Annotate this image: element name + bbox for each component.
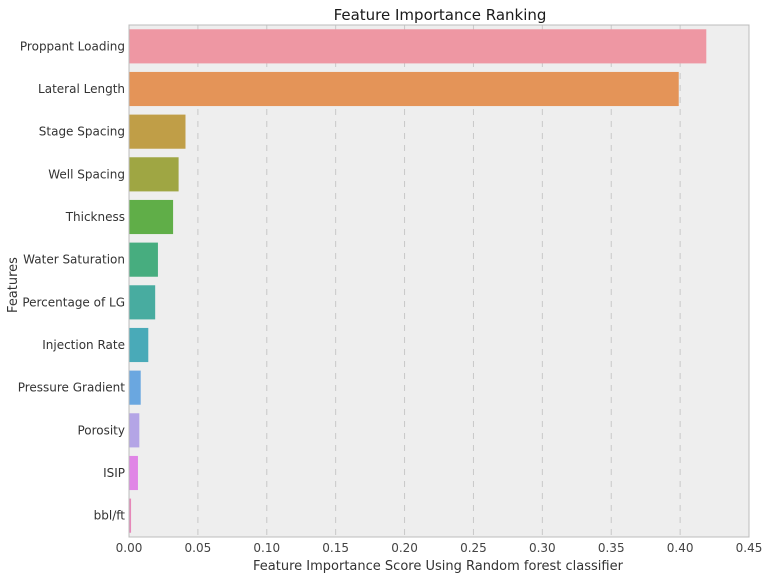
x-tick-label: 0.00 xyxy=(116,541,143,555)
chart-title: Feature Importance Ranking xyxy=(334,6,547,24)
x-axis-label: Feature Importance Score Using Random fo… xyxy=(253,559,624,574)
category-label: Percentage of LG xyxy=(22,295,125,309)
x-tick-label: 0.25 xyxy=(460,541,487,555)
category-label: Thickness xyxy=(65,210,125,224)
category-label: Stage Spacing xyxy=(39,125,125,139)
category-label: ISIP xyxy=(103,466,125,480)
plot-background xyxy=(129,25,749,537)
bar xyxy=(129,413,140,448)
x-tick-label: 0.40 xyxy=(667,541,694,555)
x-tick-label: 0.20 xyxy=(391,541,418,555)
category-label: Proppant Loading xyxy=(20,39,125,53)
category-label: Water Saturation xyxy=(23,253,125,267)
bar xyxy=(129,29,707,64)
bars xyxy=(129,29,707,533)
bar xyxy=(129,370,141,405)
x-tick-label: 0.05 xyxy=(185,541,212,555)
category-label: Porosity xyxy=(77,423,125,437)
category-label: Lateral Length xyxy=(38,82,125,96)
bar xyxy=(129,498,132,533)
bar xyxy=(129,455,138,491)
category-label: bbl/ft xyxy=(94,509,126,523)
y-axis-label: Features xyxy=(6,257,21,313)
x-tick-labels: 0.00 0.05 0.10 0.15 0.20 0.25 0.30 0.35 0.40 0.45 xyxy=(116,541,763,555)
category-labels: Proppant Loading Lateral Length Stage Spac… xyxy=(18,39,126,522)
x-gridlines xyxy=(197,25,681,537)
x-tick-label: 0.15 xyxy=(322,541,349,555)
x-tick-label: 0.10 xyxy=(253,541,280,555)
x-tick-label: 0.35 xyxy=(598,541,625,555)
category-label: Injection Rate xyxy=(42,338,125,352)
bar xyxy=(129,114,186,149)
bar xyxy=(129,242,158,277)
x-tick-label: 0.45 xyxy=(736,541,763,555)
category-label: Pressure Gradient xyxy=(18,381,126,395)
x-tick-label: 0.30 xyxy=(529,541,556,555)
bar xyxy=(129,157,179,192)
bar xyxy=(129,199,174,235)
bar xyxy=(129,285,156,320)
bar xyxy=(129,71,679,107)
plot-frame xyxy=(128,24,750,538)
bar xyxy=(129,327,149,363)
category-label: Well Spacing xyxy=(48,167,125,181)
